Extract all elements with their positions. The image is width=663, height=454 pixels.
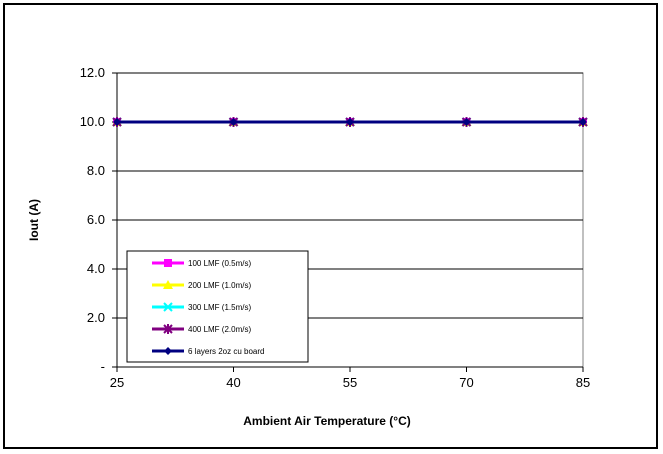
legend-label: 200 LMF (1.0m/s): [188, 281, 251, 290]
legend-label: 6 layers 2oz cu board: [188, 347, 265, 356]
series-4-point-3: [462, 118, 471, 126]
legend-label: 300 LMF (1.5m/s): [188, 303, 251, 312]
legend: 100 LMF (0.5m/s) 200 LMF (1.0m/s) 300 LMF …: [126, 250, 309, 363]
series-4-point-1: [229, 118, 238, 126]
series-4-point-2: [346, 118, 354, 126]
y-tick-label: 2.0: [87, 310, 105, 325]
legend-marker-0: [164, 259, 172, 267]
legend-label: 400 LMF (2.0m/s): [188, 325, 251, 334]
x-tick-label: 70: [459, 375, 473, 390]
x-tick-label: 25: [110, 375, 124, 390]
x-tick-label: 85: [576, 375, 590, 390]
legend-label: 100 LMF (0.5m/s): [188, 259, 251, 268]
y-tick-label: 12.0: [80, 65, 105, 80]
y-tick-label: -: [101, 359, 105, 374]
legend-marker-1: [163, 280, 173, 289]
x-tick-label: 55: [343, 375, 357, 390]
y-tick-label: 8.0: [87, 163, 105, 178]
x-axis-title: Ambient Air Temperature (°C): [243, 414, 410, 428]
legend-marker-3: [163, 324, 173, 334]
series-4-point-4: [579, 118, 587, 126]
y-axis-title: Iout (A): [27, 199, 41, 241]
series-4-point-0: [113, 118, 121, 126]
y-tick-label: 4.0: [87, 261, 105, 276]
x-tick-label: 40: [226, 375, 240, 390]
y-tick-label: 6.0: [87, 212, 105, 227]
legend-marker-4: [164, 347, 172, 355]
y-tick-label: 10.0: [80, 114, 105, 129]
legend-marker-2: [163, 302, 173, 312]
